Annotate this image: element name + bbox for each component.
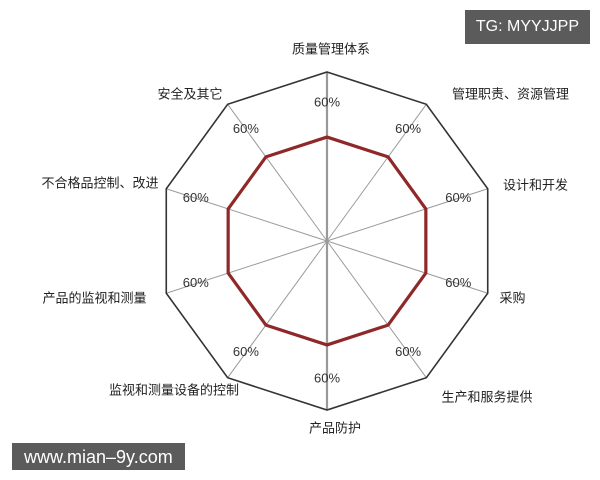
svg-text:60%: 60%: [233, 121, 259, 136]
svg-text:60%: 60%: [445, 275, 471, 290]
svg-text:60%: 60%: [183, 275, 209, 290]
svg-text:60%: 60%: [233, 344, 259, 359]
svg-text:60%: 60%: [314, 370, 340, 385]
svg-text:60%: 60%: [314, 94, 340, 109]
svg-text:60%: 60%: [183, 190, 209, 205]
svg-text:60%: 60%: [395, 121, 421, 136]
svg-text:60%: 60%: [445, 190, 471, 205]
svg-text:60%: 60%: [395, 344, 421, 359]
